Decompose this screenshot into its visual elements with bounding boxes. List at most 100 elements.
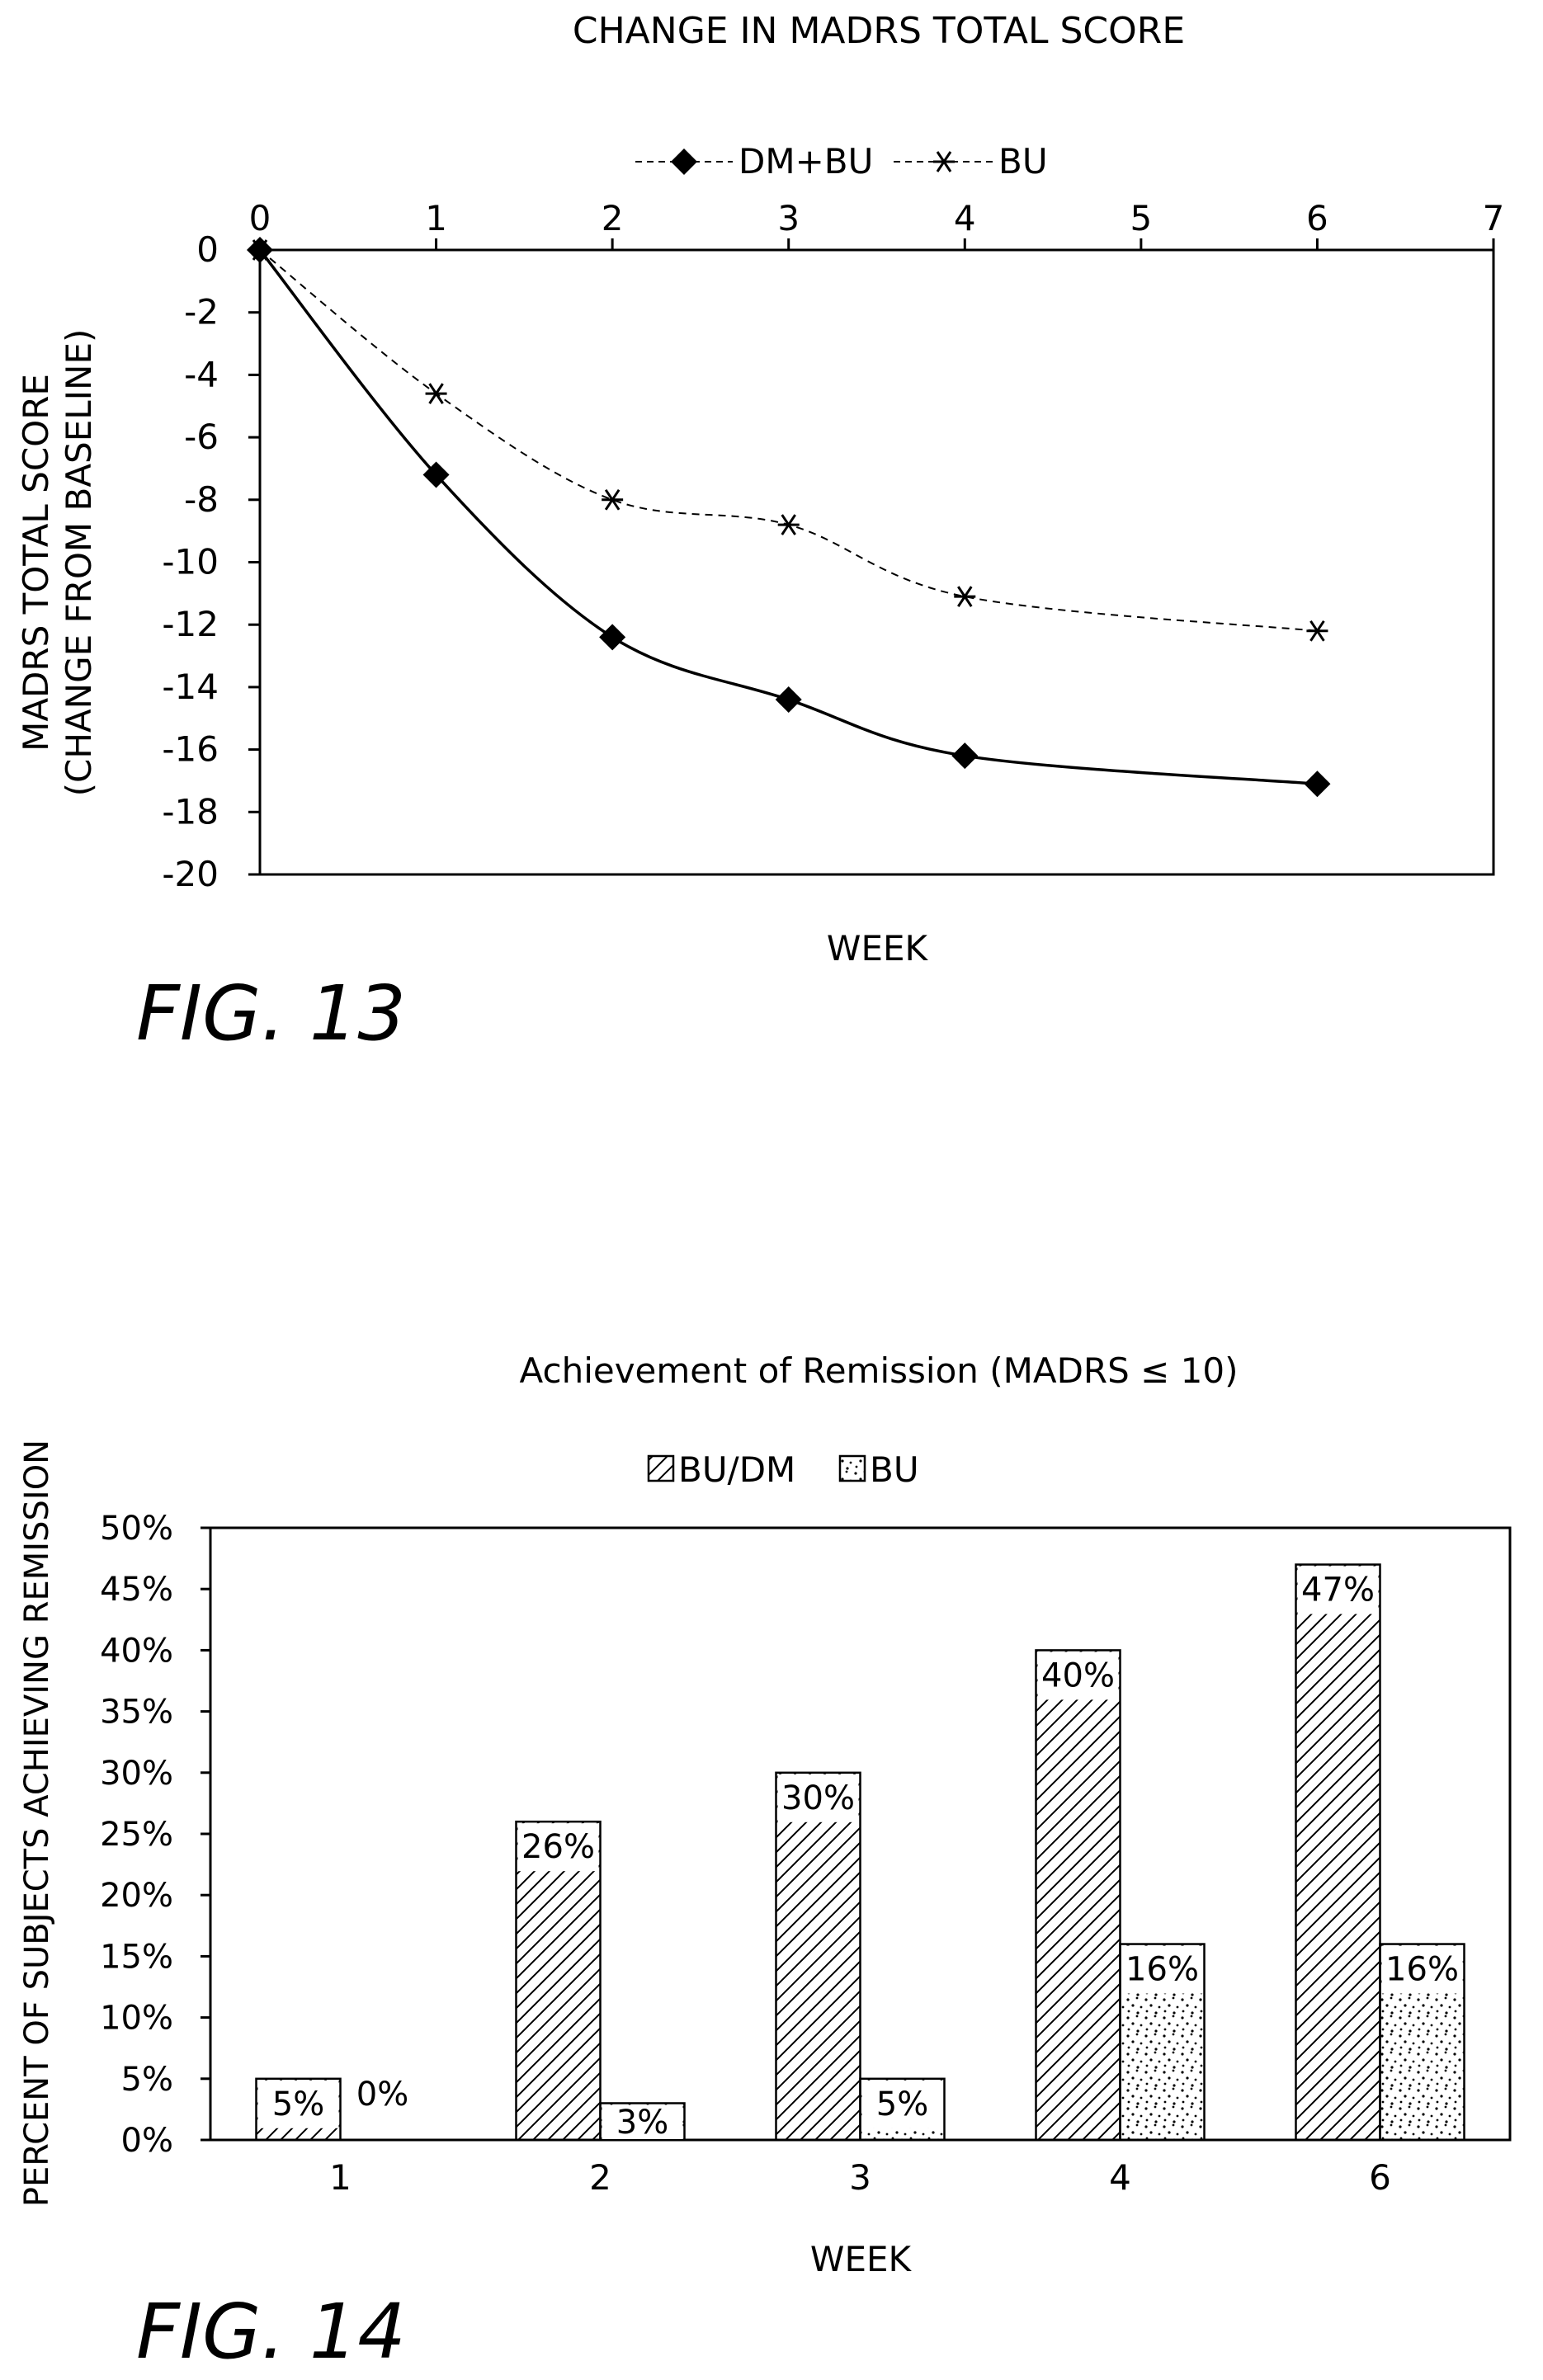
madrs-line-chart: CHANGE IN MADRS TOTAL SCORE DM+BU BU 0 1 2… — [16, 10, 1504, 1058]
x-tick-label: 4 — [954, 198, 976, 238]
y-axis-label-line1: MADRS TOTAL SCORE — [16, 374, 56, 752]
data-label-background — [1381, 1945, 1463, 1994]
data-label: 16% — [1125, 1951, 1199, 1989]
y-tick-label: -12 — [162, 604, 219, 644]
legend-label-bu-dm: BU/DM — [678, 1449, 795, 1490]
data-point-diamond — [422, 461, 450, 488]
y-tick-label: 15% — [100, 1938, 173, 1976]
series-line-bu — [259, 249, 1318, 632]
x-axis-label: WEEK — [810, 2239, 913, 2279]
data-label-background — [861, 2080, 943, 2128]
data-label: 3% — [616, 2104, 668, 2142]
asterisk-stroke — [252, 239, 268, 261]
asterisk-stroke — [957, 586, 973, 607]
legend-asterisk-marker — [933, 151, 955, 172]
figure-label: FIG. 13 — [136, 969, 406, 1058]
y-tick-label: -2 — [184, 292, 219, 332]
x-tick-label: 3 — [777, 198, 800, 238]
data-label: 47% — [1301, 1572, 1375, 1609]
chart-title: Achievement of Remission (MADRS ≤ 10) — [519, 1350, 1238, 1391]
x-tick-label: 1 — [425, 198, 447, 238]
data-label: 5% — [272, 2085, 324, 2123]
y-tick-label: -16 — [162, 729, 219, 770]
bar-bu-dm-week-4 — [1035, 1649, 1121, 2142]
x-tick-label: 2 — [602, 198, 624, 238]
legend-label-dm-bu: DM+BU — [738, 141, 873, 181]
data-point-asterisk — [777, 514, 800, 535]
x-axis-label: WEEK — [827, 928, 929, 968]
x-tick-label: 4 — [1109, 2157, 1131, 2198]
data-label-background — [602, 2104, 683, 2139]
data-point-diamond — [1304, 771, 1331, 798]
legend-swatch-bu-dm — [647, 1454, 675, 1482]
asterisk-stroke — [1309, 620, 1325, 642]
series-line-dm-bu — [258, 248, 1318, 785]
data-point-asterisk — [249, 239, 271, 261]
chart-bars: 5% 0% 26% 3% 30% 5% 40% 16% 47% 16% — [255, 1563, 1465, 2142]
x-tick-label: 0 — [249, 198, 271, 238]
y-tick-label: -10 — [162, 542, 219, 582]
bar-bu-dm-week-3 — [775, 1771, 861, 2142]
data-point-diamond — [775, 686, 802, 714]
y-axis-label: PERCENT OF SUBJECTS ACHIEVING REMISSION — [18, 1440, 56, 2207]
y-tick-label: 30% — [100, 1755, 173, 1793]
y-tick-label: 45% — [100, 1571, 173, 1609]
chart-title: CHANGE IN MADRS TOTAL SCORE — [573, 10, 1185, 52]
x-axis-ticks: 1 2 3 4 6 — [329, 2157, 1391, 2198]
asterisk-stroke — [604, 488, 621, 511]
data-label: 26% — [521, 1828, 595, 1866]
data-label-background — [1297, 1566, 1379, 1614]
y-tick-label: -6 — [184, 417, 219, 457]
data-point-diamond — [599, 624, 626, 651]
y-tick-label: -4 — [184, 354, 219, 394]
data-point-asterisk — [1306, 620, 1328, 642]
data-label-background — [1121, 1945, 1203, 1994]
data-label-background — [517, 1823, 599, 1872]
y-tick-label: -20 — [162, 854, 219, 894]
x-tick-label: 7 — [1483, 198, 1505, 238]
data-point-diamond — [951, 742, 979, 770]
y-axis-ticks: 0% 5% 10% 15% 20% 25% 30% 35% 40% 45% 50% — [100, 1510, 210, 2160]
chart-legend: DM+BU BU — [635, 141, 1048, 181]
y-tick-label: 5% — [121, 2061, 173, 2099]
x-tick-label: 2 — [589, 2157, 611, 2198]
y-tick-label: -14 — [162, 667, 219, 707]
data-label: 5% — [876, 2085, 928, 2123]
y-tick-label: 25% — [100, 1816, 173, 1854]
y-tick-label: 20% — [100, 1877, 173, 1915]
y-tick-label: 10% — [100, 2000, 173, 2038]
x-tick-label: 6 — [1306, 198, 1328, 238]
y-tick-label: -8 — [184, 479, 219, 520]
data-label-background — [257, 2080, 339, 2128]
remission-bar-chart: Achievement of Remission (MADRS ≤ 10) BU… — [18, 1350, 1512, 2376]
data-point-asterisk — [954, 586, 976, 607]
data-point-asterisk — [425, 383, 447, 404]
y-tick-label: 35% — [100, 1694, 173, 1732]
data-label-background — [1037, 1652, 1119, 1700]
bar-bu-dm-week-6 — [1295, 1563, 1381, 2142]
y-tick-label: 40% — [100, 1632, 173, 1670]
data-label: 16% — [1385, 1951, 1459, 1989]
x-axis-ticks: 0 1 2 3 4 5 6 7 — [249, 198, 1505, 250]
asterisk-stroke — [428, 383, 444, 404]
legend-diamond-marker — [671, 148, 697, 175]
legend-label-bu: BU — [870, 1449, 919, 1490]
x-tick-label: 3 — [849, 2157, 871, 2198]
asterisk-stroke — [781, 514, 796, 535]
y-tick-label: -18 — [162, 791, 219, 832]
data-label: 30% — [781, 1779, 855, 1817]
data-label: 40% — [1041, 1657, 1115, 1694]
chart-legend: BU/DM BU — [647, 1449, 919, 1490]
data-label-background — [777, 1774, 859, 1822]
y-axis-ticks: 0 -2 -4 -6 -8 -10 -12 -14 -16 -18 -20 — [162, 229, 260, 894]
legend-label-bu: BU — [998, 141, 1048, 181]
y-tick-label: 50% — [100, 1510, 173, 1548]
y-axis-label-line2: (CHANGE FROM BASELINE) — [59, 329, 99, 797]
y-tick-label: 0% — [121, 2122, 173, 2160]
chart-series — [247, 237, 1331, 798]
x-tick-label: 6 — [1369, 2157, 1391, 2198]
x-tick-label: 1 — [329, 2157, 352, 2198]
legend-swatch-bu — [838, 1454, 866, 1482]
y-tick-label: 0 — [196, 229, 219, 270]
